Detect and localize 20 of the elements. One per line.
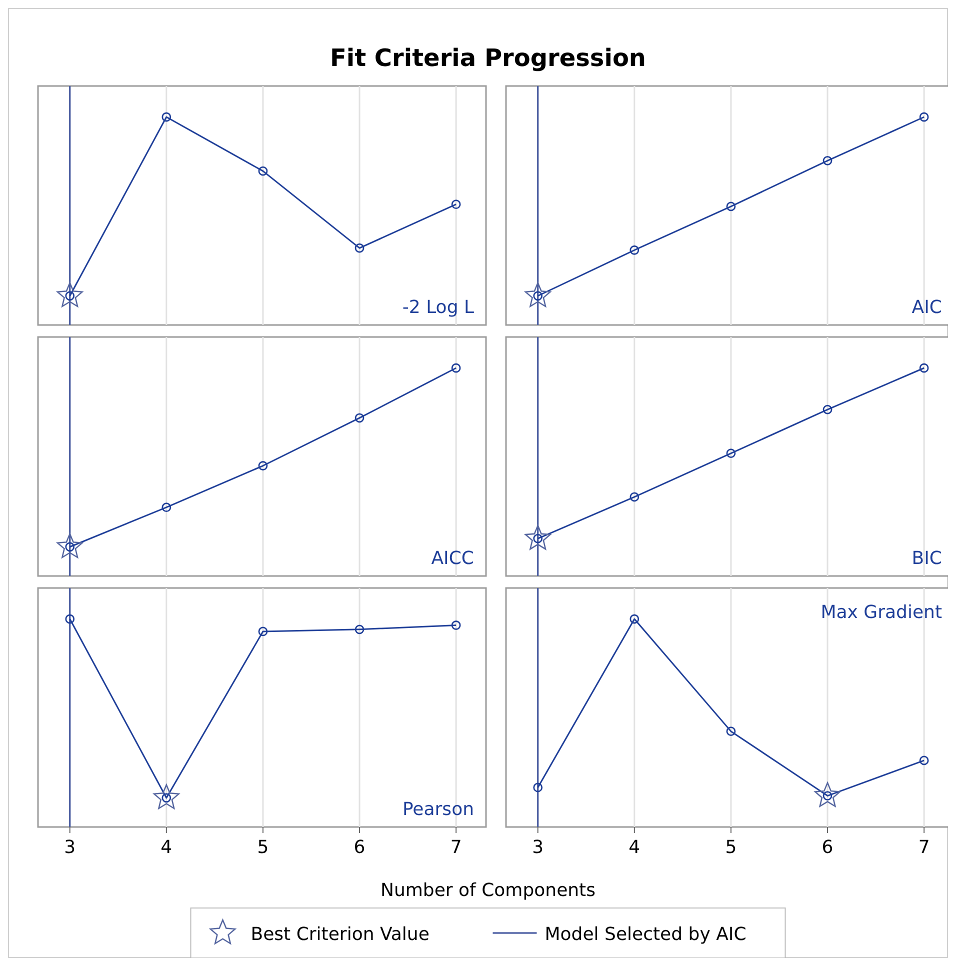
x-tick-label: 3 <box>532 837 544 858</box>
text: AIC <box>912 297 942 318</box>
text: BIC <box>912 548 942 569</box>
x-axis-title: Number of Components <box>380 880 596 901</box>
legend-label: Model Selected by AIC <box>544 924 746 945</box>
x-tick-label: 3 <box>64 837 76 858</box>
text: Pearson <box>402 799 474 820</box>
x-tick-label: 7 <box>918 837 930 858</box>
x-tick-label: 7 <box>450 837 462 858</box>
x-tick-label: 6 <box>354 837 366 858</box>
legend-label: Best Criterion Value <box>250 924 430 945</box>
text: AICC <box>431 548 474 569</box>
x-tick-label: 6 <box>822 837 834 858</box>
x-tick-label: 5 <box>725 837 737 858</box>
text: Max Gradient <box>820 602 942 623</box>
chart-title: Fit Criteria Progression <box>330 44 646 72</box>
x-tick-label: 4 <box>160 837 172 858</box>
x-tick-label: 5 <box>257 837 269 858</box>
x-tick-label: 4 <box>628 837 640 858</box>
text: -2 Log L <box>402 297 474 318</box>
